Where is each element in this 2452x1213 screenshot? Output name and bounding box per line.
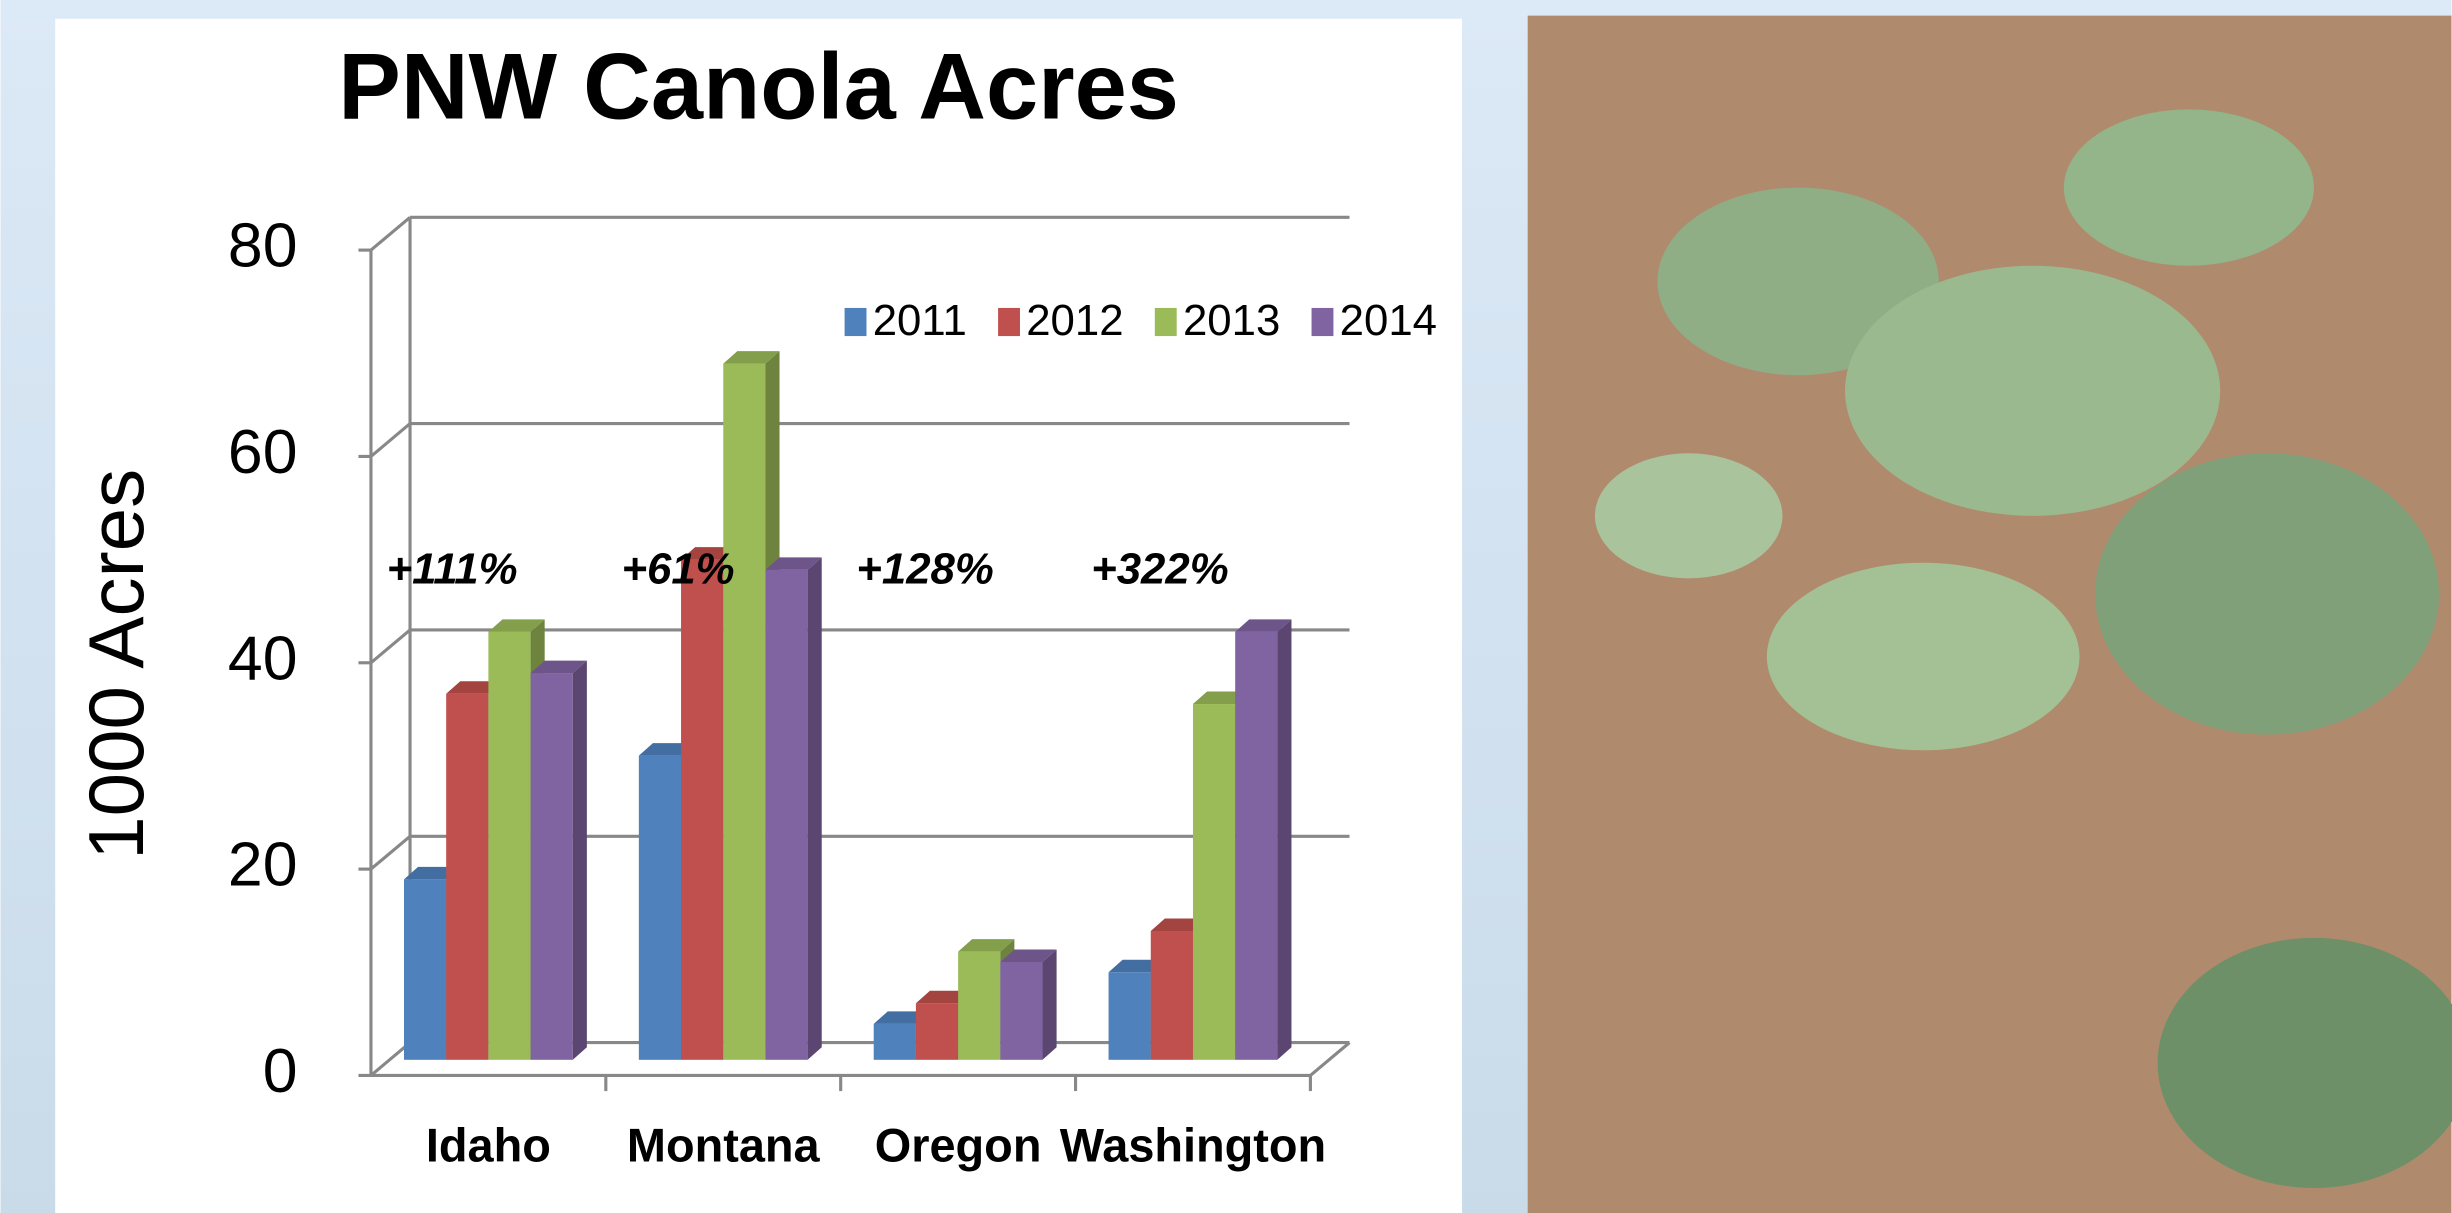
y-axis-label: 1000 Acres — [72, 469, 160, 860]
bar — [1108, 972, 1151, 1060]
bar-top — [958, 939, 1015, 952]
legend-label: 2014 — [1340, 296, 1437, 345]
legend-swatch — [998, 307, 1020, 337]
bar — [681, 559, 724, 1060]
floor-edge — [1309, 1041, 1351, 1077]
y-tick-label: 20 — [228, 830, 298, 900]
legend-label: 2013 — [1183, 296, 1280, 345]
y-tick-label: 0 — [263, 1036, 298, 1106]
x-tick-label: Washington — [1060, 1119, 1326, 1171]
bar — [723, 363, 766, 1060]
chart-title: PNW Canola Acres — [338, 34, 1179, 139]
bar-top — [488, 619, 545, 632]
legend-label: 2012 — [1026, 296, 1123, 345]
bar — [1150, 931, 1193, 1060]
annotation: +111% — [387, 545, 518, 594]
bar-side — [572, 660, 587, 1060]
bar — [1000, 961, 1043, 1060]
bar-top — [723, 351, 780, 364]
bar — [873, 1023, 916, 1060]
x-tick-label: Oregon — [875, 1119, 1042, 1171]
bar-top — [530, 660, 587, 674]
y-tick-label: 60 — [228, 417, 298, 487]
x-tick-label: Montana — [627, 1119, 821, 1171]
grid-line-diagonal — [369, 216, 412, 252]
grid-line-diagonal — [369, 422, 412, 458]
bar — [1235, 631, 1278, 1060]
bar — [488, 631, 531, 1060]
photo-leaf — [1594, 453, 1783, 579]
photo-leaf — [1845, 265, 2221, 516]
legend-swatch — [1154, 307, 1177, 337]
x-tick-label: Idaho — [426, 1119, 551, 1171]
bar — [446, 693, 489, 1060]
photo-leaf — [1766, 562, 2080, 751]
bar-top — [1150, 918, 1208, 932]
bar-top — [1108, 959, 1165, 973]
bar — [915, 1003, 959, 1060]
bar-top — [1000, 949, 1057, 962]
annotation: +61% — [621, 545, 734, 594]
bar — [403, 879, 447, 1060]
y-tick-label: 80 — [228, 211, 298, 281]
legend-swatch — [844, 307, 867, 337]
annotation: +322% — [1091, 545, 1228, 594]
bar — [530, 673, 573, 1060]
bar-side — [1042, 949, 1057, 1060]
y-tick-label: 40 — [228, 623, 298, 693]
legend-label: 2011 — [873, 296, 967, 345]
photo-leaf — [1657, 187, 1939, 376]
bar — [958, 951, 1001, 1060]
grid-line-diagonal — [369, 628, 412, 664]
annotation: +128% — [856, 545, 993, 594]
grid-line-diagonal — [369, 835, 412, 871]
bar — [765, 569, 808, 1060]
grid-line-diagonal — [369, 1041, 412, 1077]
photo-leaf — [2063, 109, 2314, 266]
photo-leaf — [2095, 453, 2439, 735]
bar — [638, 755, 682, 1060]
legend-swatch — [1311, 307, 1334, 337]
bar-top — [1235, 619, 1292, 632]
photo-leaf — [2157, 937, 2452, 1188]
bar-top — [765, 557, 822, 570]
bar-side — [1277, 619, 1292, 1060]
bar-side — [807, 557, 822, 1060]
photo — [1527, 15, 2452, 1213]
bar — [1192, 704, 1236, 1060]
